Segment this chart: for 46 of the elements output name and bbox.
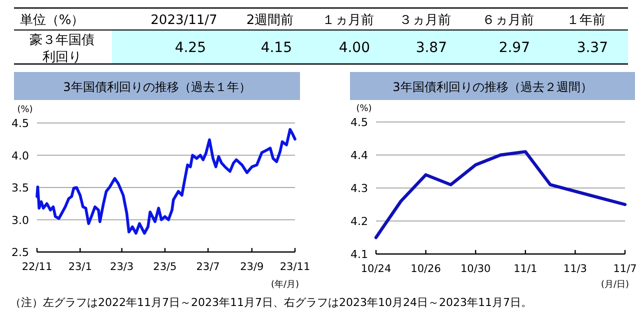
x-tick-label: 23/5: [153, 261, 177, 273]
y-tick-label: 2.5: [12, 246, 29, 259]
data-label: 4.25: [174, 40, 206, 56]
data-label: 3.87: [416, 40, 447, 56]
data-label: 4.15: [260, 40, 292, 56]
series-label: 豪３年国債利回り: [30, 33, 94, 65]
x-tick-label: 23/3: [110, 261, 134, 273]
y-tick-label: 4.4: [350, 149, 368, 162]
y-tick-label: 4.1: [350, 248, 368, 261]
x-tick-label: 11/7: [613, 263, 637, 275]
x-tick-label: 11/3: [563, 263, 587, 275]
y-tick-label: 4.2: [350, 215, 368, 228]
category-label: 2023/11/7: [150, 13, 218, 28]
chart-title: 3年国債利回りの推移（過去１年）: [63, 80, 251, 94]
text: （注）左グラフは2022年11月7日～2023年11月7日、右グラフは2023年10月24日～2023年11月7日。: [10, 296, 532, 309]
category-label: １年前: [566, 13, 606, 28]
y-tick-label: 3.0: [12, 214, 29, 227]
x-tick-label: 23/1: [68, 261, 92, 273]
x-tick-label: 23/11: [280, 261, 310, 273]
x-tick-label: 23/9: [240, 261, 264, 273]
data-label: 3.37: [576, 40, 608, 56]
y-tick-label: 3.5: [12, 182, 29, 194]
category-label: １ヵ月前: [322, 13, 374, 28]
x-tick-label: 22/11: [22, 261, 52, 273]
y-axis-title: (%): [356, 104, 372, 114]
x-tick-label: 10/26: [410, 263, 442, 275]
x-tick-label: 10/24: [360, 263, 392, 275]
text: 単位（%）: [20, 13, 84, 28]
x-tick-label: 10/30: [460, 263, 491, 275]
y-axis-title: (%): [17, 105, 33, 115]
category-label: ３ヵ月前: [399, 13, 451, 28]
y-tick-label: 4.0: [12, 149, 29, 162]
line-series: [36, 128, 296, 235]
data-label: 2.97: [498, 40, 530, 56]
category-label: 2週間前: [246, 13, 294, 28]
x-tick-label: 23/7: [196, 261, 220, 273]
x-axis-title: (月/日): [600, 280, 630, 290]
y-tick-label: 4.5: [350, 116, 368, 129]
category-label: ６ヵ月前: [482, 13, 534, 28]
line-series: [374, 150, 627, 240]
x-axis-title: (年/月): [270, 279, 300, 290]
chart-title: 3年国債利回りの推移（過去２週間）: [392, 80, 592, 94]
y-tick-label: 4.5: [12, 117, 29, 130]
data-label: 4.00: [338, 40, 370, 56]
x-tick-label: 11/1: [514, 263, 538, 275]
y-tick-label: 4.3: [350, 182, 368, 195]
